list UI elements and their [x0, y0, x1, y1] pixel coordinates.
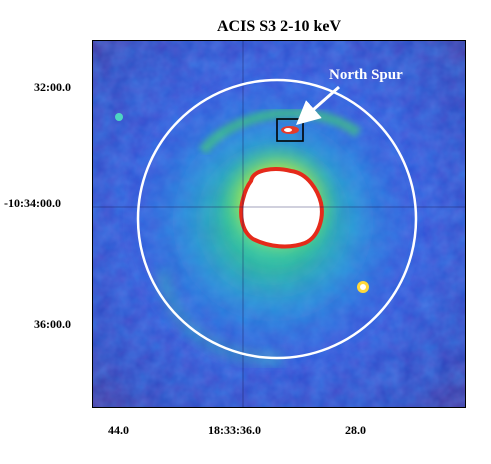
point-source-faint: [115, 113, 123, 121]
north-spur-label: North Spur: [329, 67, 403, 83]
dec-tick-label: -10:34:00.0: [4, 196, 61, 210]
dec-tick-label: 36:00.0: [34, 317, 71, 331]
north-arc-emission: [199, 108, 362, 155]
xray-image-panel: North Spur: [92, 40, 466, 408]
saturated-core: [239, 167, 324, 249]
figure-title: ACIS S3 2-10 keV: [216, 18, 341, 35]
xray-image: North Spur: [93, 41, 465, 407]
dec-tick-label: 32:00.0: [34, 80, 71, 94]
point-source-core: [360, 284, 366, 290]
north-spur-arrow: [296, 85, 340, 125]
ra-tick-label: 18:33:36.0: [208, 423, 261, 437]
north-spur-box: [276, 118, 304, 142]
north-spur-core: [284, 128, 292, 132]
extraction-circle: [136, 78, 418, 360]
ra-tick-label: 28.0: [345, 423, 366, 437]
ra-tick-label: 44.0: [108, 423, 129, 437]
